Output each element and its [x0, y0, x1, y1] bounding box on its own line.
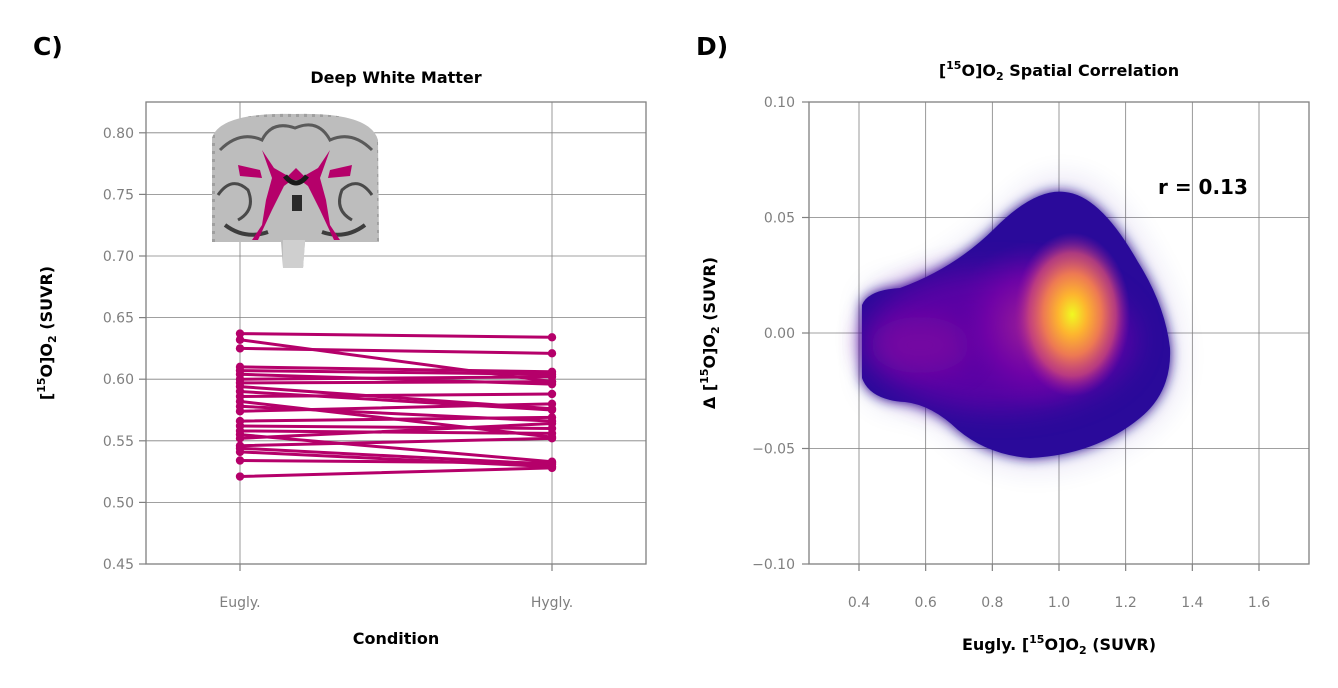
subject-line-segment	[238, 346, 554, 355]
chart-c-series	[235, 329, 557, 481]
subject-point	[547, 413, 557, 422]
chart-d-title: [15O]O2 Spatial Correlation	[939, 59, 1179, 83]
y-tick-label: 0.05	[764, 211, 795, 227]
subject-point	[235, 472, 245, 481]
x-tick-label: 0.6	[915, 595, 937, 611]
chart-c-x-ticks: Eugly. Hygly.	[219, 564, 573, 611]
y-tick-label: 0.10	[764, 95, 795, 111]
subject-line-segment	[238, 450, 554, 469]
y-tick-label: 0.55	[103, 434, 134, 450]
subject-point	[547, 377, 557, 386]
subject-point	[235, 434, 245, 443]
subject-line	[235, 399, 557, 416]
subject-line	[235, 329, 557, 342]
subject-line-segment	[238, 402, 554, 413]
subject-line-segment	[238, 332, 554, 339]
subject-line-segment	[238, 380, 554, 385]
subject-line-segment	[238, 422, 554, 440]
x-tick-label: 1.0	[1048, 595, 1070, 611]
subject-line-segment	[238, 436, 554, 448]
chart-d-density-cloud	[862, 176, 1181, 470]
y-tick-label: 0.65	[103, 311, 134, 327]
x-tick-label: 1.6	[1248, 595, 1270, 611]
subject-point	[235, 447, 245, 457]
subject-point	[547, 349, 557, 358]
panel-label-c: C)	[33, 32, 63, 61]
subject-line-segment	[238, 375, 554, 381]
chart-d-ylabel: Δ [15O]O2 (SUVR)	[698, 257, 722, 409]
x-tick-label: Eugly.	[219, 595, 260, 611]
chart-d-y-ticks: −0.10 −0.05 0.00 0.05 0.10	[752, 95, 809, 573]
subject-point	[235, 456, 245, 465]
y-tick-label: 0.70	[103, 249, 134, 265]
subject-line	[235, 419, 557, 443]
subject-point	[547, 434, 557, 443]
y-tick-label: 0.45	[103, 557, 134, 573]
y-tick-label: 0.80	[103, 126, 134, 142]
subject-line	[235, 463, 557, 481]
subject-point	[235, 344, 245, 353]
y-tick-label: 0.50	[103, 495, 134, 511]
subject-point	[547, 389, 557, 399]
subject-line-segment	[238, 415, 554, 423]
chart-d-xlabel: Eugly. [15O]O2 (SUVR)	[962, 633, 1156, 657]
subject-point	[547, 405, 557, 415]
subject-point	[235, 407, 245, 416]
coronal-brain-slice-icon	[212, 113, 379, 268]
subject-point	[547, 399, 557, 409]
chart-c-ylabel: [15O]O2 (SUVR)	[35, 266, 59, 400]
x-tick-label: Hygly.	[531, 595, 573, 611]
panel-label-d: D)	[696, 32, 728, 61]
subject-point	[547, 333, 557, 342]
y-tick-label: −0.05	[752, 442, 795, 458]
subject-line-segment	[238, 392, 554, 398]
chart-c-y-ticks: 0.45 0.50 0.55 0.60 0.65 0.70 0.75 0.80	[103, 126, 146, 573]
x-tick-label: 0.4	[848, 595, 870, 611]
chart-c-title: Deep White Matter	[310, 68, 481, 87]
chart-c-frame	[145, 101, 647, 565]
x-tick-label: 1.4	[1181, 595, 1203, 611]
y-tick-label: 0.00	[764, 326, 795, 342]
y-tick-label: −0.10	[752, 557, 795, 573]
subject-line	[235, 344, 557, 358]
chart-d-x-ticks: 0.4 0.6 0.8 1.0 1.2 1.4 1.6	[848, 564, 1270, 611]
y-tick-label: 0.60	[103, 372, 134, 388]
subject-point	[235, 335, 245, 344]
subject-line-segment	[238, 466, 554, 479]
subject-point	[547, 463, 557, 473]
x-tick-label: 0.8	[981, 595, 1003, 611]
correlation-annotation: r = 0.13	[1158, 175, 1248, 199]
y-tick-label: 0.75	[103, 187, 134, 203]
subject-line-segment	[238, 459, 554, 465]
chart-c-xlabel: Condition	[353, 629, 440, 648]
subject-line-segment	[238, 369, 554, 376]
subject-point	[547, 419, 557, 428]
x-tick-label: 1.2	[1115, 595, 1137, 611]
subject-line-segment	[238, 424, 554, 430]
subject-point	[235, 329, 245, 338]
subject-line-segment	[238, 433, 554, 464]
subject-line-segment	[238, 365, 554, 374]
